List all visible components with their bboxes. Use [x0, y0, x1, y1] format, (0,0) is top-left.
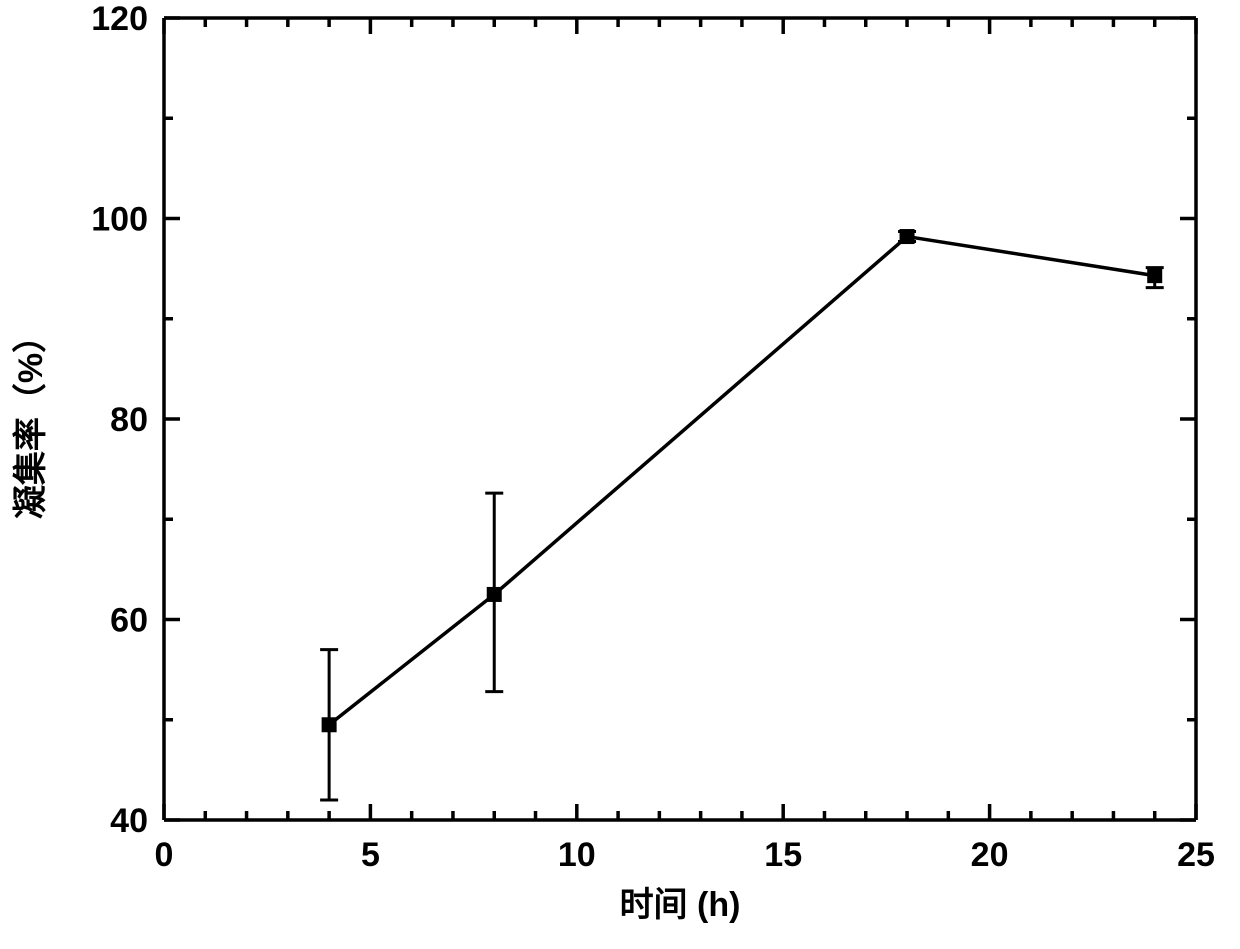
x-tick-label: 25: [1177, 836, 1215, 874]
x-tick-label: 10: [558, 836, 596, 874]
y-tick-label: 100: [91, 200, 148, 238]
chart-svg: 0 5 10 15 20 25 40 60 80 100 120 时间 (h) 凝集率（%）: [0, 0, 1240, 949]
y-tick-label: 40: [110, 802, 148, 840]
data-marker: [322, 718, 336, 732]
y-tick-label: 60: [110, 601, 148, 639]
x-tick-label: 20: [971, 836, 1009, 874]
x-tick-label: 15: [764, 836, 802, 874]
data-marker: [487, 587, 501, 601]
y-tick-label: 120: [91, 0, 148, 38]
x-axis-label: 时间 (h): [620, 886, 741, 924]
chart-background: [0, 0, 1240, 949]
data-marker: [900, 230, 914, 244]
y-axis-label: 凝集率（%）: [11, 319, 50, 519]
x-tick-label: 5: [361, 836, 380, 874]
y-tick-label: 80: [110, 401, 148, 439]
x-tick-label: 0: [155, 836, 174, 874]
data-marker: [1148, 269, 1162, 283]
chart-container: 0 5 10 15 20 25 40 60 80 100 120 时间 (h) 凝集率（%）: [0, 0, 1240, 949]
